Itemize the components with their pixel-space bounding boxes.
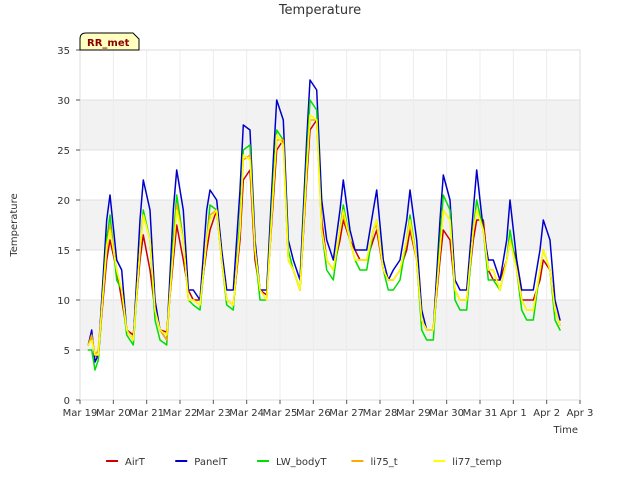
legend-label-panelt: PanelT (194, 457, 228, 468)
y-tick-label: 5 (64, 346, 70, 357)
x-tick-label: Apr 1 (500, 408, 527, 419)
x-tick-label: Mar 28 (363, 408, 398, 419)
x-tick-label: Mar 23 (196, 408, 231, 419)
x-tick-label: Mar 31 (463, 408, 498, 419)
legend-label-li77-temp: li77_temp (452, 457, 501, 468)
x-tick-label: Mar 30 (429, 408, 464, 419)
series-lines (87, 79, 561, 371)
legend-label-airt: AirT (125, 457, 146, 468)
x-tick-label: Mar 20 (96, 408, 131, 419)
y-tick-label: 30 (57, 96, 70, 107)
series-line-li77-temp (87, 114, 561, 356)
y-tick-label: 0 (64, 396, 70, 407)
plot-band (80, 50, 580, 100)
plot-band (80, 200, 580, 250)
plot-bands (80, 50, 580, 400)
x-tick-label: Mar 24 (229, 408, 264, 419)
y-axis-ticks: 0 5 10 15 20 25 30 35 (57, 46, 80, 407)
y-tick-label: 10 (57, 296, 70, 307)
x-tick-label: Apr 2 (533, 408, 560, 419)
legend-label-lw-bodyt: LW_bodyT (276, 457, 327, 468)
plot-frame (79, 49, 581, 401)
plot-band (80, 350, 580, 400)
x-tick-label: Mar 25 (263, 408, 298, 419)
y-tick-label: 25 (57, 146, 70, 157)
plot-band (80, 100, 580, 150)
x-axis-label: Time (553, 425, 578, 436)
x-tick-label: Apr 3 (567, 408, 594, 419)
y-tick-label: 20 (57, 196, 70, 207)
series-line-panelt (87, 79, 561, 363)
plot-band (80, 150, 580, 200)
legend: AirT PanelT LW_bodyT li75_t li77_temp (106, 457, 502, 468)
y-tick-label: 35 (57, 46, 70, 57)
x-tick-label: Mar 22 (163, 408, 198, 419)
x-tick-label: Mar 29 (396, 408, 431, 419)
y-tick-label: 15 (57, 246, 70, 257)
x-tick-label: Mar 27 (329, 408, 364, 419)
legend-label-li75-t: li75_t (370, 457, 397, 468)
x-tick-label: Mar 26 (296, 408, 331, 419)
x-tick-label: Mar 19 (63, 408, 98, 419)
y-axis-label: Temperature (9, 193, 20, 257)
station-badge-label: RR_met (87, 38, 130, 49)
station-badge: RR_met (79, 32, 140, 51)
x-tick-label: Mar 21 (129, 408, 164, 419)
chart-title: Temperature (278, 3, 361, 18)
